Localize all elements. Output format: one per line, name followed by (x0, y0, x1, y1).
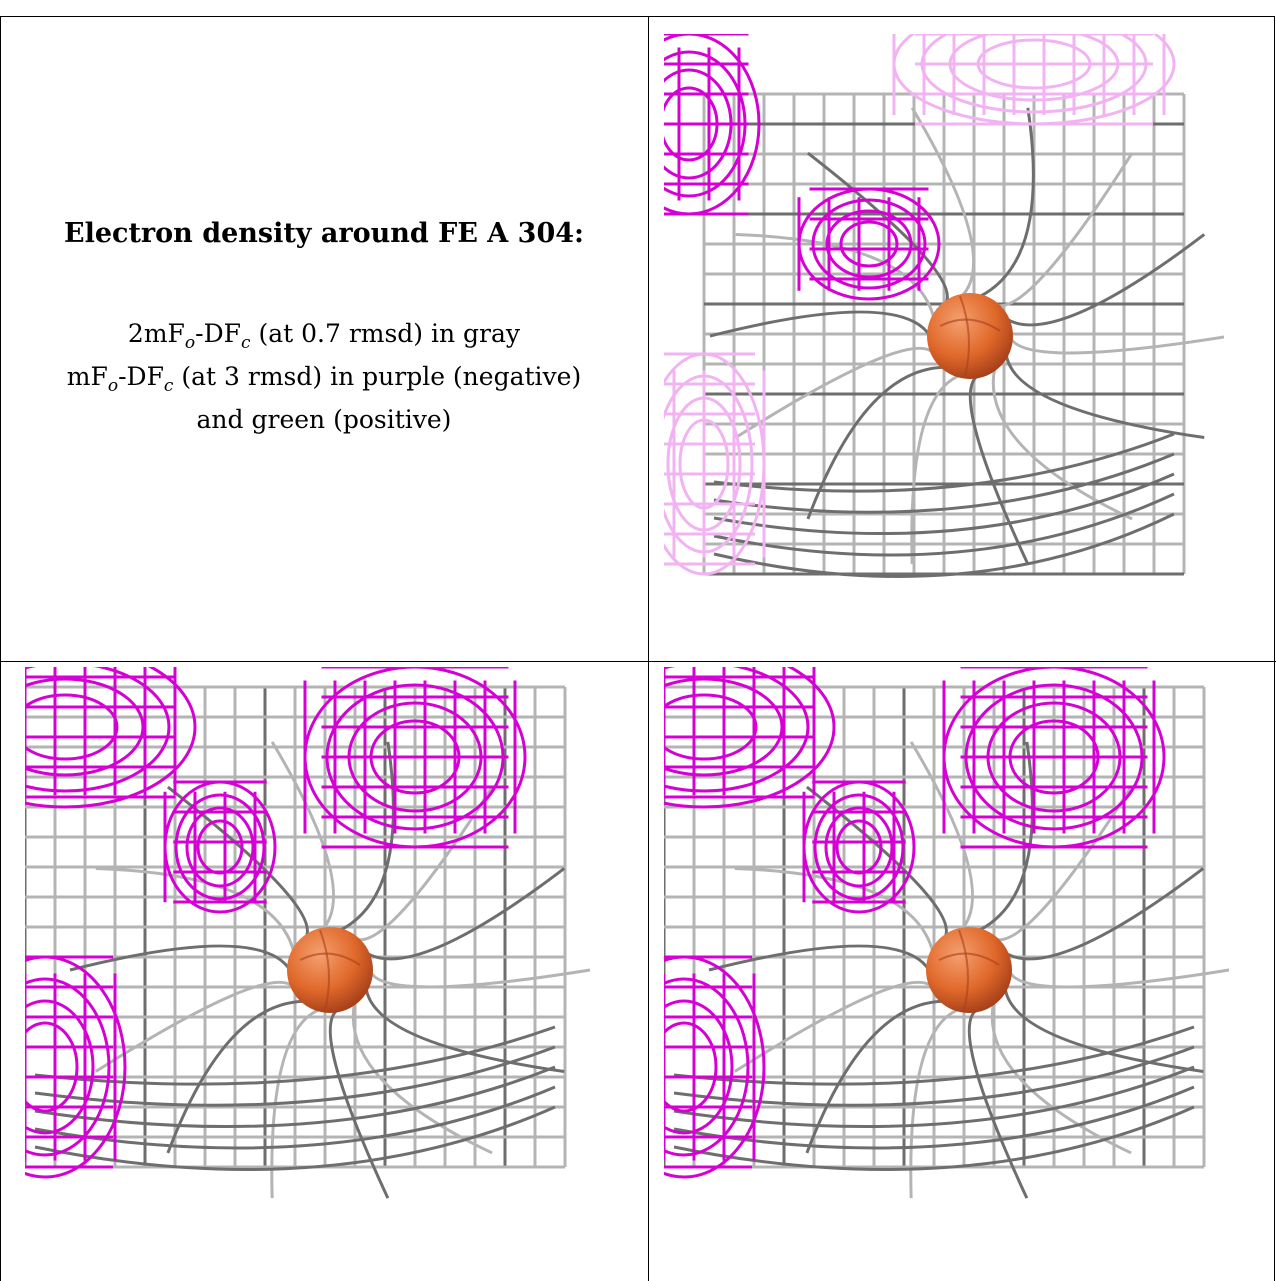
table-frame (0, 16, 1275, 1281)
purple-density-blob (892, 34, 1176, 126)
caption-title: Electron density around FE A 304: (64, 218, 584, 249)
fe-atom-sphere (927, 293, 1013, 379)
table-divider-horizontal (0, 661, 1276, 662)
table-divider-vertical (648, 16, 649, 1281)
legend-line-2mfo: 2mFo-DFc (at 0.7 rmsd) in gray (67, 317, 581, 360)
gray-contour-curves (709, 107, 1224, 578)
purple-density-blob (664, 667, 836, 809)
caption-cell: Electron density around FE A 304: 2mFo-D… (0, 16, 648, 661)
gray-contour-curves (34, 741, 591, 1199)
l1-sub-o: o (184, 333, 196, 353)
l1-prefix: 2mF (127, 319, 185, 348)
l2-mid: -DF (118, 362, 164, 391)
purple-density-blob (664, 352, 766, 576)
purple-density-blob (25, 667, 197, 809)
l2-sub-c: c (163, 376, 174, 396)
fe-atom-sphere (926, 927, 1012, 1013)
density-mesh-view (664, 667, 1230, 1199)
caption-legend: 2mFo-DFc (at 0.7 rmsd) in gray mFo-DFc (… (67, 317, 581, 436)
purple-density-blob (942, 667, 1166, 849)
fe-atom-sphere (287, 927, 373, 1013)
legend-line-green: and green (positive) (196, 405, 452, 434)
purple-density-blob (802, 780, 916, 914)
density-panel-bottom-right (664, 667, 1274, 1277)
l2-prefix: mF (66, 362, 108, 391)
l1-suffix: (at 0.7 rmsd) in gray (250, 319, 521, 348)
density-panel-bottom-left (25, 667, 635, 1277)
density-mesh-view (25, 667, 591, 1199)
density-mesh-view (664, 34, 1224, 578)
l1-mid: -DF (195, 319, 241, 348)
purple-density-blob (664, 955, 766, 1179)
density-panel-top-right (664, 34, 1224, 644)
l1-sub-c: c (240, 333, 251, 353)
l2-sub-o: o (107, 376, 119, 396)
purple-density-blob (163, 780, 277, 914)
purple-density-blob (797, 187, 941, 301)
l2-suffix: (at 3 rmsd) in purple (negative) (173, 362, 582, 391)
legend-line-mfo: mFo-DFc (at 3 rmsd) in purple (negative) (67, 360, 581, 403)
purple-density-blob (664, 34, 761, 216)
purple-density-blob (303, 667, 527, 849)
purple-density-blob (25, 955, 127, 1179)
